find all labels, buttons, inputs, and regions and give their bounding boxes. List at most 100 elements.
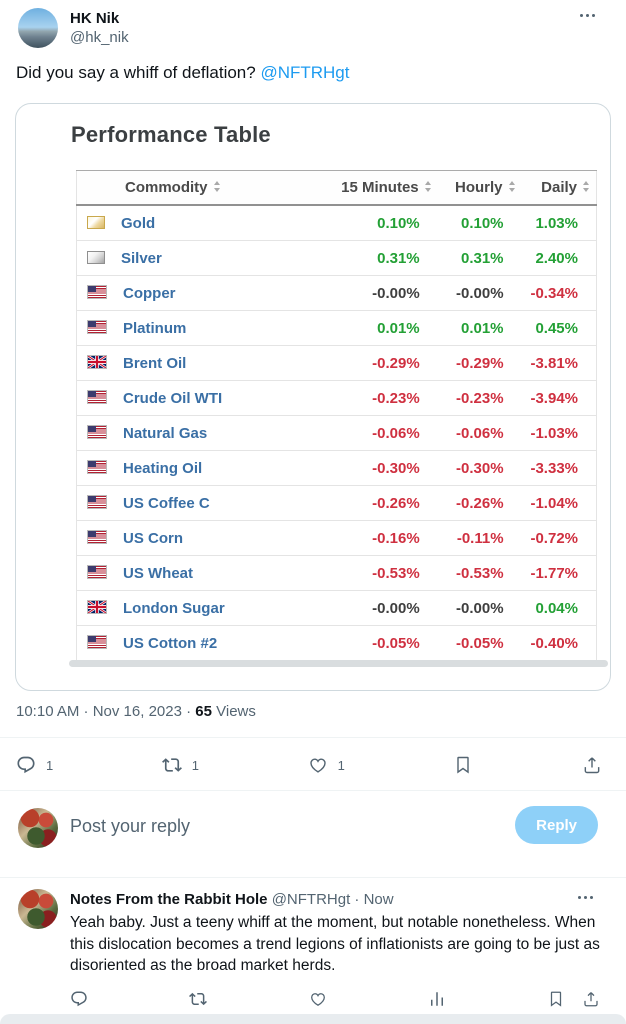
timestamp-row: 10:10 AM · Nov 16, 2023 · 65 Views	[16, 703, 256, 720]
value-cell: -1.04%	[521, 485, 597, 521]
tweet-text: Did you say a whiff of deflation? @NFTRH…	[16, 61, 350, 84]
mention-link[interactable]: @NFTRHgt	[260, 63, 350, 82]
uk-flag-icon	[87, 599, 107, 614]
commodity-row: Gold 0.10% 0.10% 1.03%	[76, 205, 597, 241]
divider	[0, 737, 626, 738]
author-avatar[interactable]	[18, 8, 58, 48]
reply-input[interactable]: Post your reply	[70, 816, 191, 836]
commodity-cell: US Corn	[76, 520, 326, 556]
value-cell: -0.23%	[325, 380, 438, 416]
reply-separator: ·	[350, 891, 364, 908]
us-flag-icon	[87, 634, 107, 649]
reply-count: 1	[46, 757, 54, 773]
more-icon[interactable]	[580, 14, 595, 17]
value-cell: 0.04%	[521, 590, 597, 626]
horizontal-scrollbar	[69, 660, 608, 667]
value-cell: -0.06%	[325, 415, 438, 451]
commodity-cell: Copper	[76, 275, 326, 311]
commodity-row: Heating Oil -0.30% -0.30% -3.33%	[76, 450, 597, 486]
reply-author-handle: @NFTRHgt	[271, 891, 351, 908]
commodity-name: US Wheat	[123, 564, 194, 582]
commodity-cell: US Cotton #2	[76, 625, 326, 661]
commodity-row: Silver 0.31% 0.31% 2.40%	[76, 240, 597, 276]
value-cell: -0.53%	[437, 555, 522, 591]
value-cell: -0.00%	[325, 275, 438, 311]
author-handle: @hk_nik	[70, 29, 129, 46]
value-cell: 0.10%	[325, 205, 438, 241]
commodity-name: Gold	[121, 214, 156, 232]
views-count: 65	[195, 703, 212, 720]
uk-flag-icon	[87, 354, 107, 369]
repost-icon	[161, 758, 182, 772]
commodity-name: Silver	[121, 249, 162, 267]
commodity-name: US Cotton #2	[123, 634, 218, 652]
value-cell: -0.16%	[325, 520, 438, 556]
views-button[interactable]	[428, 990, 446, 1008]
value-cell: -1.03%	[521, 415, 597, 451]
bookmark-button[interactable]	[547, 990, 565, 1008]
author-block[interactable]: HK Nik @hk_nik	[70, 9, 129, 47]
us-flag-icon	[87, 494, 107, 509]
sort-icon	[508, 181, 516, 192]
repost-button[interactable]: 1	[161, 755, 199, 775]
reply-author-block[interactable]: Notes From the Rabbit Hole @NFTRHgt · No…	[70, 891, 394, 908]
bookmark-button[interactable]	[453, 755, 473, 775]
column-header-commodity: Commodity	[76, 170, 326, 206]
reply-author-avatar[interactable]	[18, 889, 58, 929]
tweet-media-performance-table[interactable]: Performance Table Commodity 15 Minutes H…	[15, 103, 611, 691]
sort-icon	[213, 181, 221, 192]
commodity-row: US Cotton #2 -0.05% -0.05% -0.40%	[76, 625, 597, 661]
views-label: Views	[211, 703, 256, 720]
column-header-label: 15 Minutes	[341, 179, 419, 196]
commodity-name: US Corn	[123, 529, 183, 547]
value-cell: -3.33%	[521, 450, 597, 486]
commodity-row: Natural Gas -0.06% -0.06% -1.03%	[76, 415, 597, 451]
commodity-row: Crude Oil WTI -0.23% -0.23% -3.94%	[76, 380, 597, 416]
value-cell: 0.10%	[437, 205, 522, 241]
performance-table-body: Gold 0.10% 0.10% 1.03% Silver 0.31% 0.31% 2.40%…	[76, 205, 597, 661]
value-cell: -3.94%	[521, 380, 597, 416]
reply-button[interactable]	[70, 990, 88, 1008]
commodity-row: Copper -0.00% -0.00% -0.34%	[76, 275, 597, 311]
reply-time: Now	[363, 891, 394, 908]
sort-icon	[583, 181, 590, 192]
value-cell: 0.45%	[521, 310, 597, 346]
value-cell: -0.29%	[437, 345, 522, 381]
value-cell: -0.34%	[521, 275, 597, 311]
divider	[0, 790, 626, 791]
performance-table-header-row: Commodity 15 Minutes Hourly Daily	[76, 170, 597, 206]
commodity-cell: US Coffee C	[76, 485, 326, 521]
heart-icon	[310, 993, 325, 1006]
like-button[interactable]: 1	[308, 755, 345, 775]
value-cell: -0.29%	[325, 345, 438, 381]
value-cell: -0.00%	[437, 275, 522, 311]
us-flag-icon	[87, 459, 107, 474]
us-flag-icon	[87, 529, 107, 544]
reply-author-name: Notes From the Rabbit Hole	[70, 891, 268, 908]
column-header-label: Daily	[541, 179, 577, 196]
column-header-15-minutes: 15 Minutes	[325, 170, 438, 206]
commodity-name: London Sugar	[123, 599, 225, 617]
commodity-cell: US Wheat	[76, 555, 326, 591]
value-cell: 0.31%	[437, 240, 522, 276]
commodity-cell: Platinum	[76, 310, 326, 346]
column-header-label: Commodity	[125, 179, 208, 196]
value-cell: -3.81%	[521, 345, 597, 381]
repost-button[interactable]	[189, 990, 208, 1008]
commodity-row: US Coffee C -0.26% -0.26% -1.04%	[76, 485, 597, 521]
commodity-cell: Silver	[76, 240, 326, 276]
share-icon	[584, 757, 600, 774]
share-button[interactable]	[582, 990, 600, 1008]
value-cell: -0.26%	[437, 485, 522, 521]
composer-avatar[interactable]	[18, 808, 58, 848]
like-button[interactable]	[309, 990, 327, 1008]
bookmark-icon	[457, 756, 470, 774]
share-button[interactable]	[582, 755, 602, 775]
value-cell: -0.00%	[437, 590, 522, 626]
performance-table-title: Performance Table	[71, 122, 271, 147]
value-cell: -0.06%	[437, 415, 522, 451]
reply-submit-button[interactable]: Reply	[515, 806, 598, 844]
reply-more-icon[interactable]	[578, 896, 593, 899]
value-cell: -0.30%	[437, 450, 522, 486]
reply-button[interactable]: 1	[16, 755, 53, 775]
